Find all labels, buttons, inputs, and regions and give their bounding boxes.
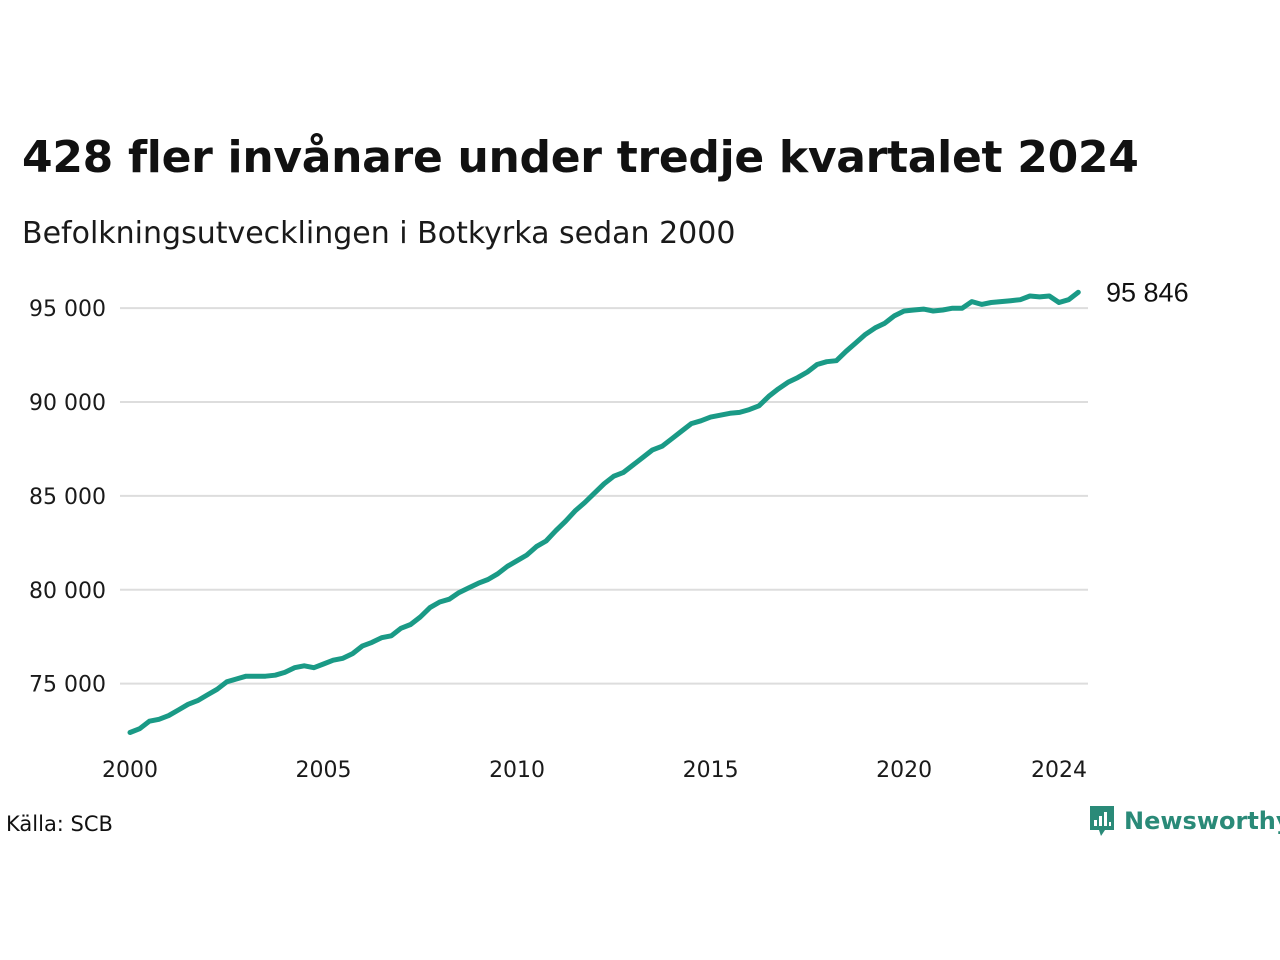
chart-subtitle: Befolkningsutvecklingen i Botkyrka sedan…: [22, 216, 736, 251]
population-line-chart: 75 000 80 000 85 000 90 000 95 000 2000 2005 20…: [29, 277, 1189, 783]
y-tick-label: 85 000: [29, 485, 106, 510]
source-note: Källa: SCB: [6, 812, 113, 836]
x-tick-label: 2000: [102, 758, 158, 783]
x-tick-label: 2020: [876, 758, 932, 783]
y-tick-label: 95 000: [29, 297, 106, 322]
series-line: [127, 289, 1081, 735]
x-tick-label: 2010: [489, 758, 545, 783]
brand-logo: Newsworthy: [1088, 804, 1280, 838]
x-tick-label: 2015: [683, 758, 739, 783]
y-tick-label: 90 000: [29, 391, 106, 416]
y-tick-label: 80 000: [29, 579, 106, 604]
x-tick-label: 2005: [296, 758, 352, 783]
end-value-label: 95 846: [1106, 277, 1189, 307]
newsworthy-logo-icon: [1090, 806, 1114, 836]
y-tick-label: 75 000: [29, 673, 106, 698]
chart-title: 428 fler invånare under tredje kvartalet…: [22, 132, 1139, 183]
brand-name: Newsworthy: [1124, 807, 1280, 835]
x-tick-label: 2024: [1031, 758, 1087, 783]
